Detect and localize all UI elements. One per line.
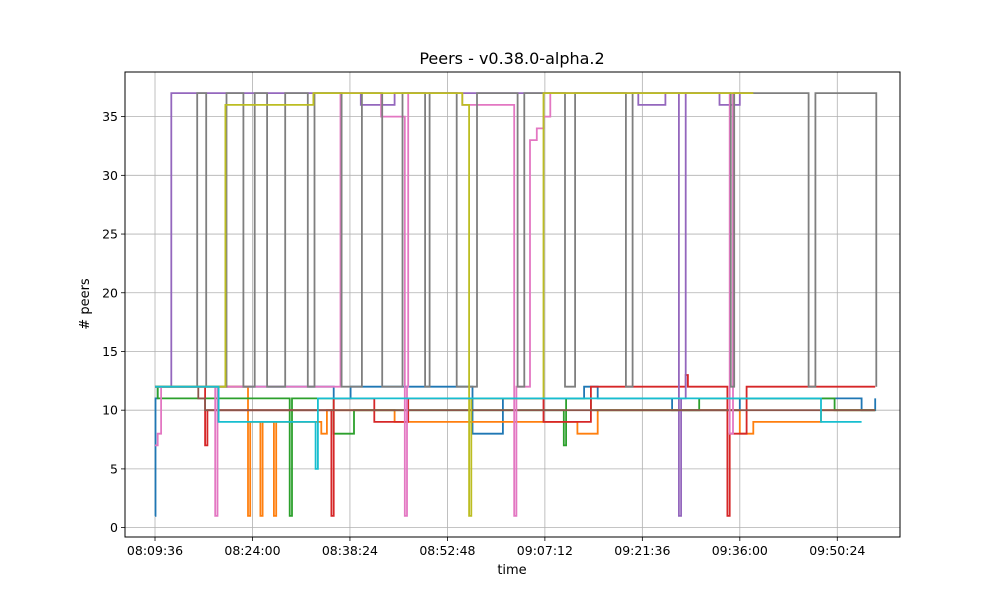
series-line-6 xyxy=(155,385,876,412)
y-axis-label: # peers xyxy=(78,278,93,330)
y-tick-label: 5 xyxy=(110,461,118,476)
x-tick-label: 09:21:36 xyxy=(614,543,670,558)
x-tick-label: 09:50:24 xyxy=(809,543,865,558)
x-tick-label: 08:38:24 xyxy=(322,543,378,558)
y-tick-label: 30 xyxy=(102,168,118,183)
series-layer xyxy=(154,92,878,517)
y-tick-label: 35 xyxy=(102,109,118,124)
y-axis: 0 5 10 15 20 25 30 35 xyxy=(102,109,125,535)
x-axis: 08:09:36 08:24:00 08:38:24 08:52:48 09:07:12… xyxy=(127,537,865,558)
x-tick-label: 08:24:00 xyxy=(224,543,280,558)
y-tick-label: 15 xyxy=(102,344,118,359)
series-line-10 xyxy=(155,385,862,470)
x-tick-label: 08:09:36 xyxy=(127,543,183,558)
y-tick-label: 0 xyxy=(110,520,118,535)
x-tick-label: 09:07:12 xyxy=(517,543,573,558)
x-tick-label: 09:36:00 xyxy=(712,543,768,558)
x-axis-label: time xyxy=(497,563,526,578)
x-tick-label: 08:52:48 xyxy=(419,543,475,558)
y-tick-label: 25 xyxy=(102,227,118,242)
chart-title: Peers - v0.38.0-alpha.2 xyxy=(419,49,604,68)
y-tick-label: 20 xyxy=(102,285,118,300)
y-tick-label: 10 xyxy=(102,403,118,418)
plot-frame xyxy=(124,71,901,538)
